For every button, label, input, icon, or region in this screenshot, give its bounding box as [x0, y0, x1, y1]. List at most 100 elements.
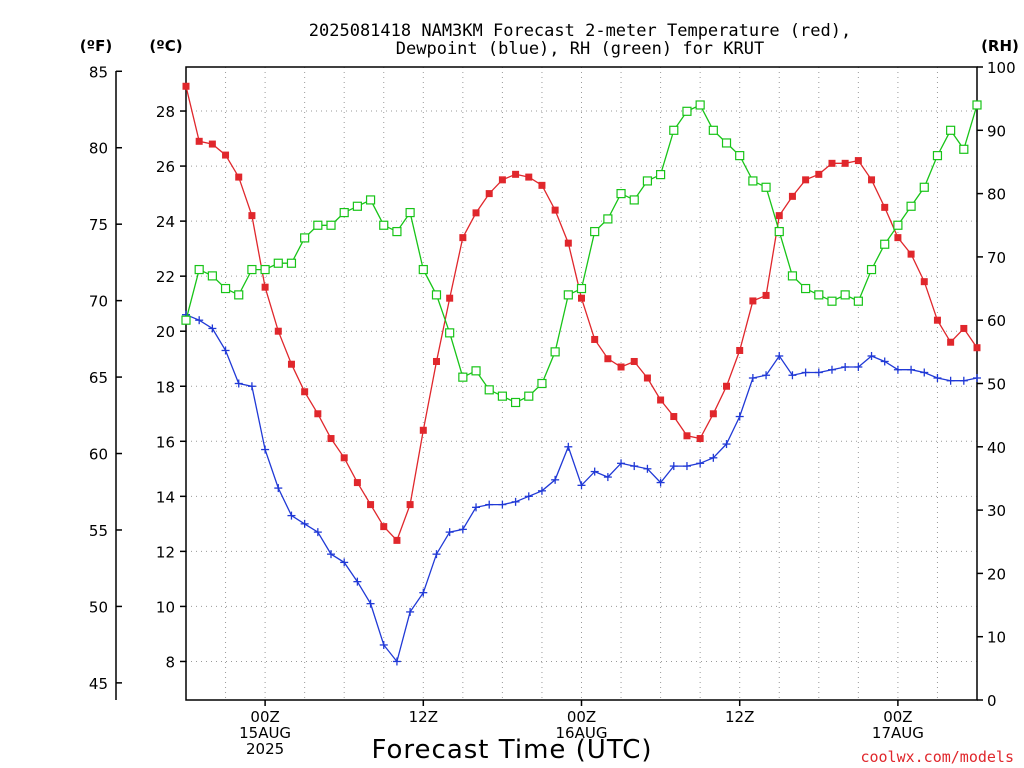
rh-unit-label: (RH) [981, 37, 1019, 55]
fahrenheit-tick-label: 45 [89, 675, 108, 693]
temperature-point [432, 357, 440, 365]
temperature-point [314, 410, 322, 418]
rh-point [392, 226, 402, 237]
rh-point [458, 372, 468, 382]
temperature-point [525, 173, 533, 181]
dewpoint-point [669, 462, 678, 471]
temperature-point [788, 192, 796, 200]
dewpoint-point [419, 588, 428, 597]
celsius-unit-label: (ºC) [149, 37, 182, 55]
temperature-point [617, 363, 625, 371]
dewpoint-point [907, 365, 916, 374]
rh-point [801, 283, 811, 294]
dewpoint-point [313, 528, 322, 537]
rh-point [708, 125, 718, 135]
celsius-tick-label: 8 [165, 653, 175, 671]
rh-point [748, 176, 758, 186]
dewpoint-point [762, 371, 771, 380]
dewpoint-point [722, 440, 731, 449]
rh-point [379, 220, 389, 230]
dewpoint-point [603, 473, 612, 482]
temperature-point [472, 209, 480, 217]
dewpoint-point [564, 442, 573, 451]
temperature-point [775, 212, 783, 220]
rh-point [616, 189, 626, 199]
dewpoint-point [195, 316, 204, 325]
x-tick-label: 00Z [250, 708, 279, 726]
temperature-point [248, 212, 256, 220]
rh-point [590, 226, 600, 237]
rh-point [642, 176, 653, 186]
temperature-point [208, 140, 216, 148]
temperature-point [274, 327, 282, 335]
temperature-point [512, 170, 520, 178]
temperature-point [301, 388, 309, 396]
dewpoint-point [340, 558, 349, 567]
fahrenheit-tick-label: 55 [89, 522, 108, 540]
celsius-tick-label: 28 [156, 103, 175, 121]
temperature-point [393, 536, 401, 544]
rh-point [194, 264, 204, 275]
rh-point [339, 207, 349, 218]
temperature-point [643, 374, 651, 382]
dewpoint-point [524, 492, 533, 501]
dewpoint-point [656, 478, 665, 487]
dewpoint-point [208, 324, 217, 333]
temperature-point [683, 432, 691, 440]
rh-point [234, 290, 244, 300]
chart-title-line-1: 2025081418 NAM3KM Forecast 2-meter Tempe… [309, 21, 851, 41]
rh-point [313, 220, 323, 230]
fahrenheit-tick-label: 85 [89, 63, 108, 81]
celsius-tick-label: 22 [156, 268, 175, 286]
dewpoint-point [406, 607, 415, 616]
rh-tick-label: 0 [987, 692, 997, 710]
dewpoint-point [682, 462, 691, 471]
rh-point [510, 397, 521, 408]
rh-tick-label: 60 [987, 312, 1006, 330]
temperature-point [973, 344, 981, 352]
rh-point [471, 366, 481, 376]
rh-point [906, 201, 916, 211]
temperature-point [604, 355, 612, 363]
gridlines [186, 67, 977, 700]
x-tick-label: 16AUG [556, 724, 608, 742]
rh-point [273, 258, 283, 268]
rh-point [352, 201, 362, 211]
rh-point [893, 220, 903, 230]
dewpoint-point [959, 376, 968, 385]
dewpoint-point [893, 365, 902, 374]
temperature-point [947, 338, 955, 346]
rh-point [814, 290, 824, 300]
rh-point [576, 283, 587, 294]
temperature-point [657, 396, 665, 404]
temperature-point [195, 137, 203, 145]
x-tick-label: 12Z [725, 708, 754, 726]
rh-tick-label: 30 [987, 502, 1006, 520]
dewpoint-point [234, 379, 243, 388]
dewpoint-point [221, 346, 230, 355]
dewpoint-point [458, 525, 467, 534]
rh-point [629, 195, 639, 205]
fahrenheit-tick-label: 80 [89, 140, 108, 158]
rh-point [655, 170, 666, 180]
rh-point [563, 290, 573, 300]
dewpoint-point [630, 462, 639, 471]
dewpoint-point [498, 500, 507, 509]
rh-point [840, 290, 850, 300]
rh-point [695, 100, 705, 110]
celsius-tick-label: 14 [156, 488, 175, 506]
temperature-point [459, 234, 467, 242]
fahrenheit-tick-label: 65 [89, 369, 108, 387]
dewpoint-point [511, 497, 520, 506]
temperature-point [762, 291, 770, 299]
temperature-point [182, 82, 190, 90]
rh-point [300, 233, 310, 243]
celsius-tick-label: 24 [156, 213, 175, 231]
dewpoint-point [261, 445, 270, 454]
dewpoint-point [920, 368, 929, 377]
dewpoint-point [551, 475, 560, 484]
dewpoint-point [735, 412, 744, 421]
dewpoint-point [814, 368, 823, 377]
temperature-point [828, 159, 836, 167]
